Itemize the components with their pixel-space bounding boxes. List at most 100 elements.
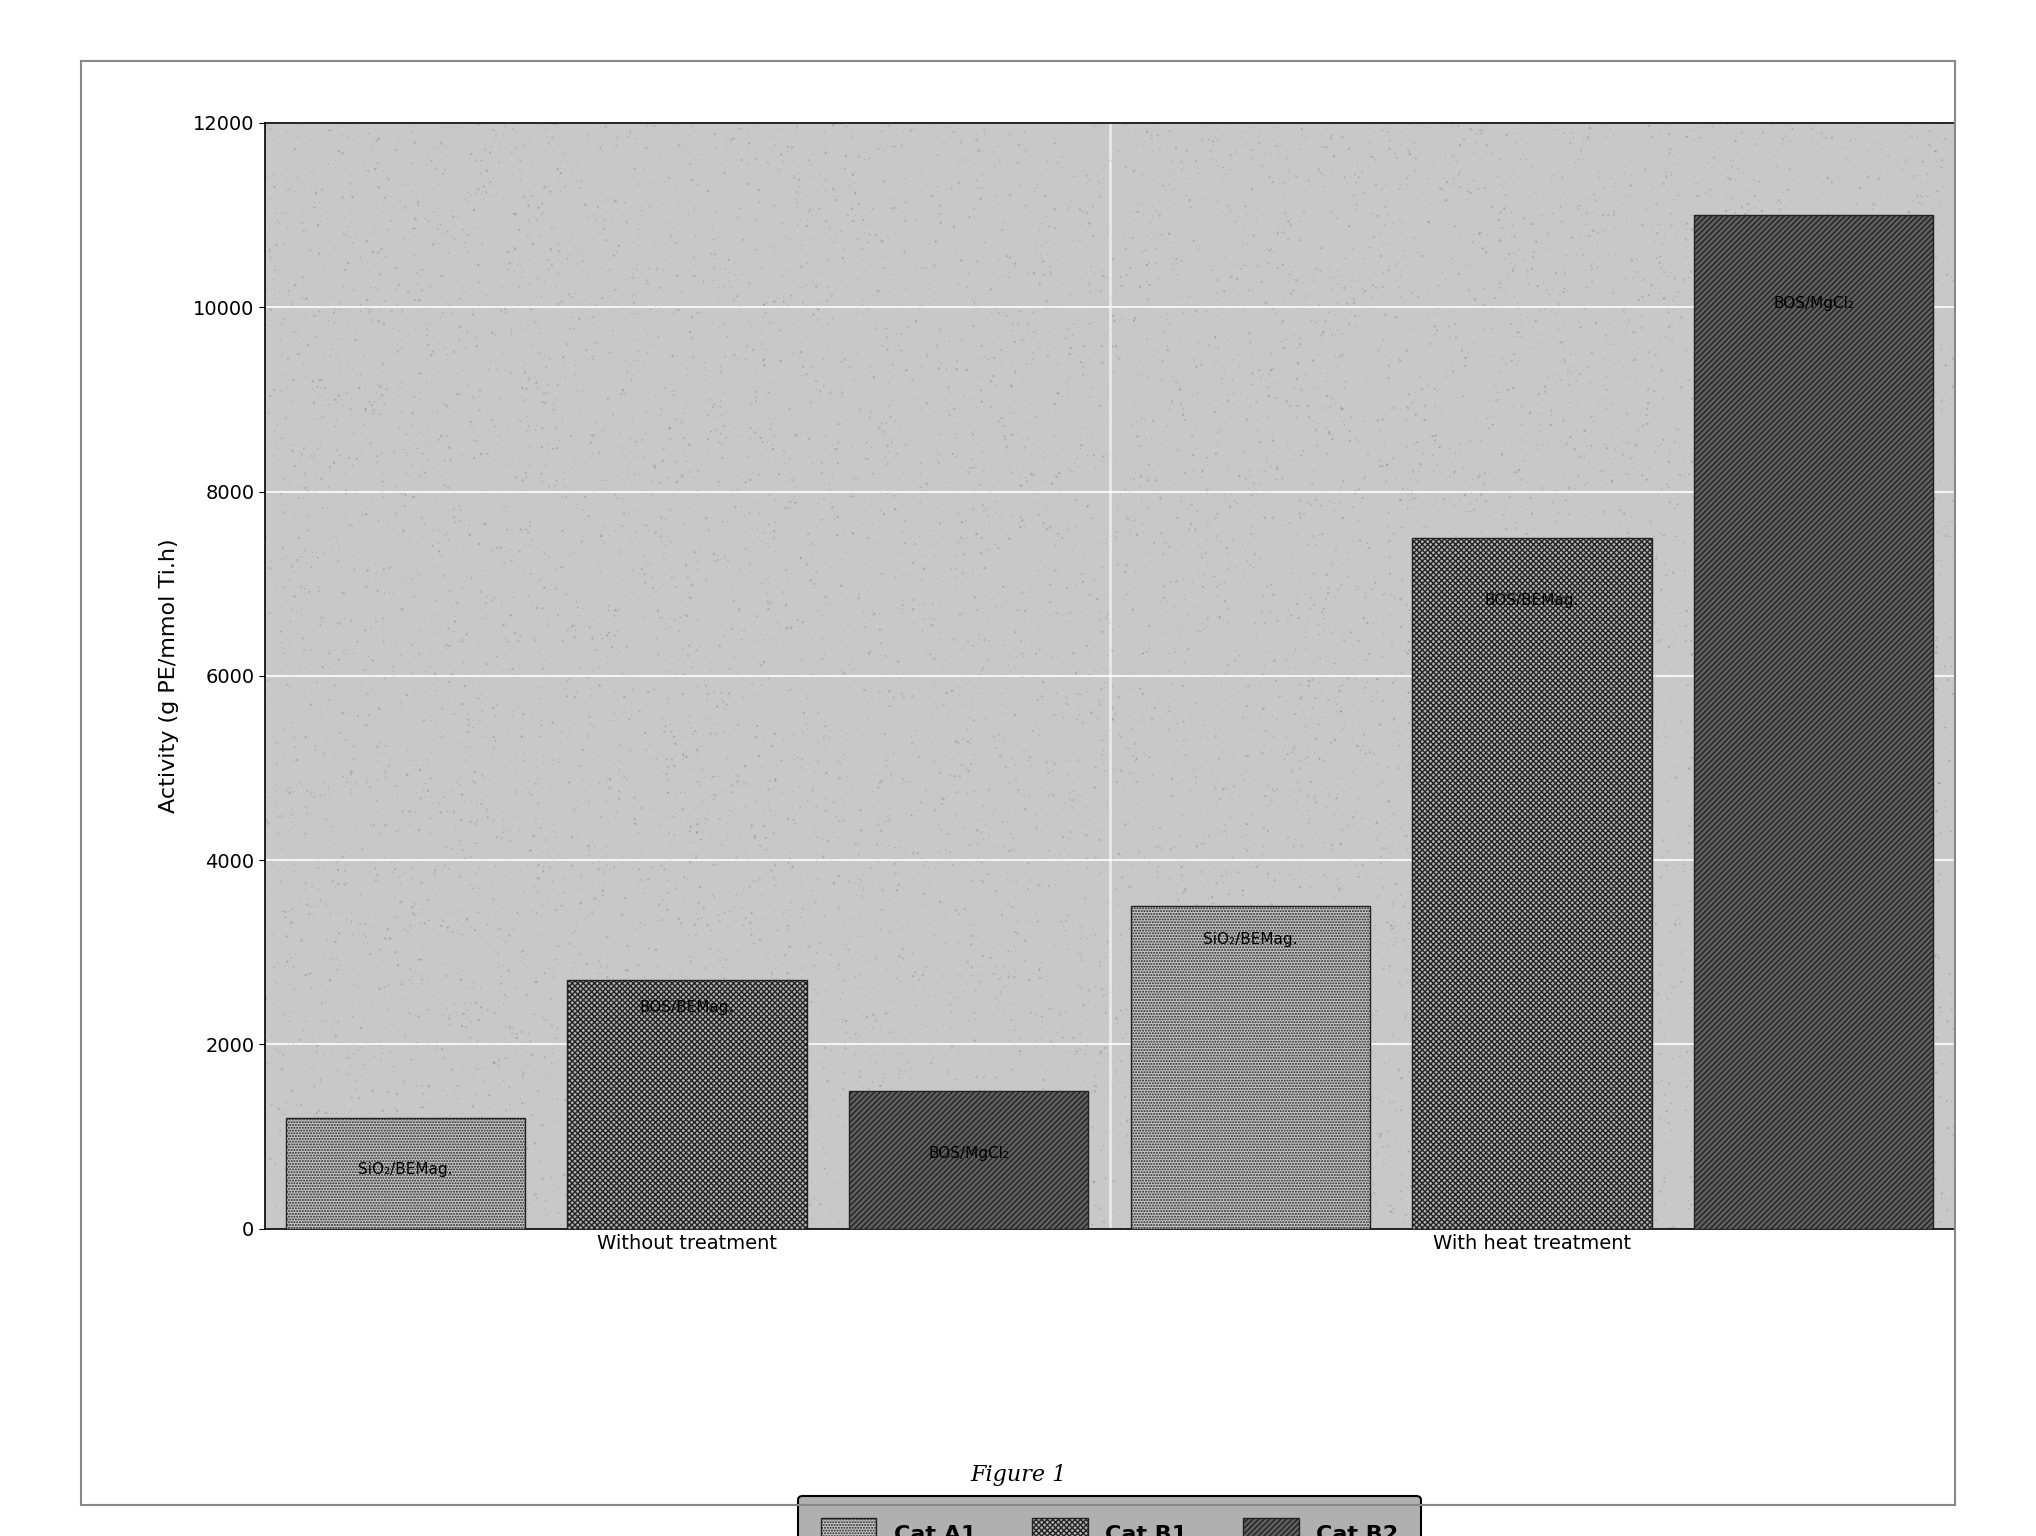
Point (517, 183, 550, 207)
Point (1857, 782, 1889, 806)
Point (1859, 131, 1891, 155)
Point (1686, 1092, 1718, 1117)
Point (1346, 1061, 1378, 1086)
Point (1678, 720, 1710, 745)
Point (1222, 1164, 1254, 1189)
Point (1615, 782, 1647, 806)
Point (1541, 361, 1574, 386)
Point (1336, 1193, 1368, 1218)
Point (383, 865, 415, 889)
Point (1034, 805, 1067, 829)
Point (489, 296, 521, 321)
Point (478, 461, 511, 485)
Point (861, 280, 894, 304)
Point (371, 935, 403, 960)
Point (1769, 449, 1802, 473)
Point (352, 488, 385, 513)
Point (580, 111, 613, 135)
Point (607, 1001, 639, 1026)
Point (483, 1057, 515, 1081)
Point (438, 628, 470, 653)
Point (470, 467, 503, 492)
Point (1855, 564, 1887, 588)
Point (1230, 914, 1262, 938)
Point (432, 521, 464, 545)
Point (1751, 207, 1784, 232)
Point (312, 728, 344, 753)
Point (1812, 707, 1845, 731)
Point (1148, 531, 1181, 556)
Point (1207, 355, 1240, 379)
Point (291, 1009, 324, 1034)
Point (1733, 120, 1765, 144)
Point (1704, 490, 1737, 515)
Point (1136, 401, 1169, 425)
Point (1617, 562, 1649, 587)
Point (1670, 312, 1702, 336)
Point (318, 633, 350, 657)
Point (631, 300, 664, 324)
Point (1775, 144, 1808, 169)
Point (1325, 1197, 1358, 1221)
Point (566, 929, 599, 954)
Point (1360, 610, 1393, 634)
Point (963, 1106, 996, 1130)
Point (1792, 1137, 1824, 1161)
Point (735, 376, 768, 401)
Point (1409, 445, 1441, 470)
Point (941, 544, 973, 568)
Point (1926, 1052, 1959, 1077)
Point (1610, 372, 1643, 396)
Point (1026, 172, 1059, 197)
Point (1095, 295, 1128, 319)
Point (1904, 604, 1936, 628)
Point (1496, 845, 1529, 869)
Point (1303, 746, 1336, 771)
Point (1849, 932, 1881, 957)
Point (1285, 665, 1317, 690)
Point (470, 167, 503, 192)
Point (649, 843, 682, 868)
Point (1026, 189, 1059, 214)
Point (601, 542, 633, 567)
Point (348, 396, 381, 421)
Point (908, 1200, 941, 1224)
Point (1332, 564, 1364, 588)
Point (1537, 978, 1570, 1003)
Point (1466, 367, 1498, 392)
Point (1439, 283, 1472, 307)
Point (407, 779, 440, 803)
Point (1476, 710, 1509, 734)
Point (1266, 465, 1299, 490)
Point (1635, 117, 1667, 141)
Point (1421, 452, 1454, 476)
Point (768, 1174, 800, 1198)
Point (444, 1063, 476, 1087)
Point (1513, 938, 1545, 963)
Point (878, 1092, 910, 1117)
Point (1934, 665, 1967, 690)
Point (320, 1029, 352, 1054)
Point (1134, 630, 1167, 654)
Point (987, 954, 1020, 978)
Point (1729, 664, 1761, 688)
Point (694, 241, 727, 266)
Point (1676, 1192, 1708, 1217)
Point (1623, 1014, 1655, 1038)
Point (1152, 1075, 1185, 1100)
Point (456, 943, 489, 968)
Point (440, 771, 472, 796)
Point (1338, 1115, 1370, 1140)
Point (1729, 1089, 1761, 1114)
Point (432, 917, 464, 942)
Point (1260, 1064, 1293, 1089)
Point (1330, 1189, 1362, 1213)
Point (1914, 184, 1946, 209)
Point (1093, 854, 1126, 879)
Point (1270, 925, 1303, 949)
Point (1063, 982, 1095, 1006)
Point (1810, 323, 1843, 347)
Point (1637, 699, 1670, 723)
Point (472, 905, 505, 929)
Point (1287, 948, 1319, 972)
